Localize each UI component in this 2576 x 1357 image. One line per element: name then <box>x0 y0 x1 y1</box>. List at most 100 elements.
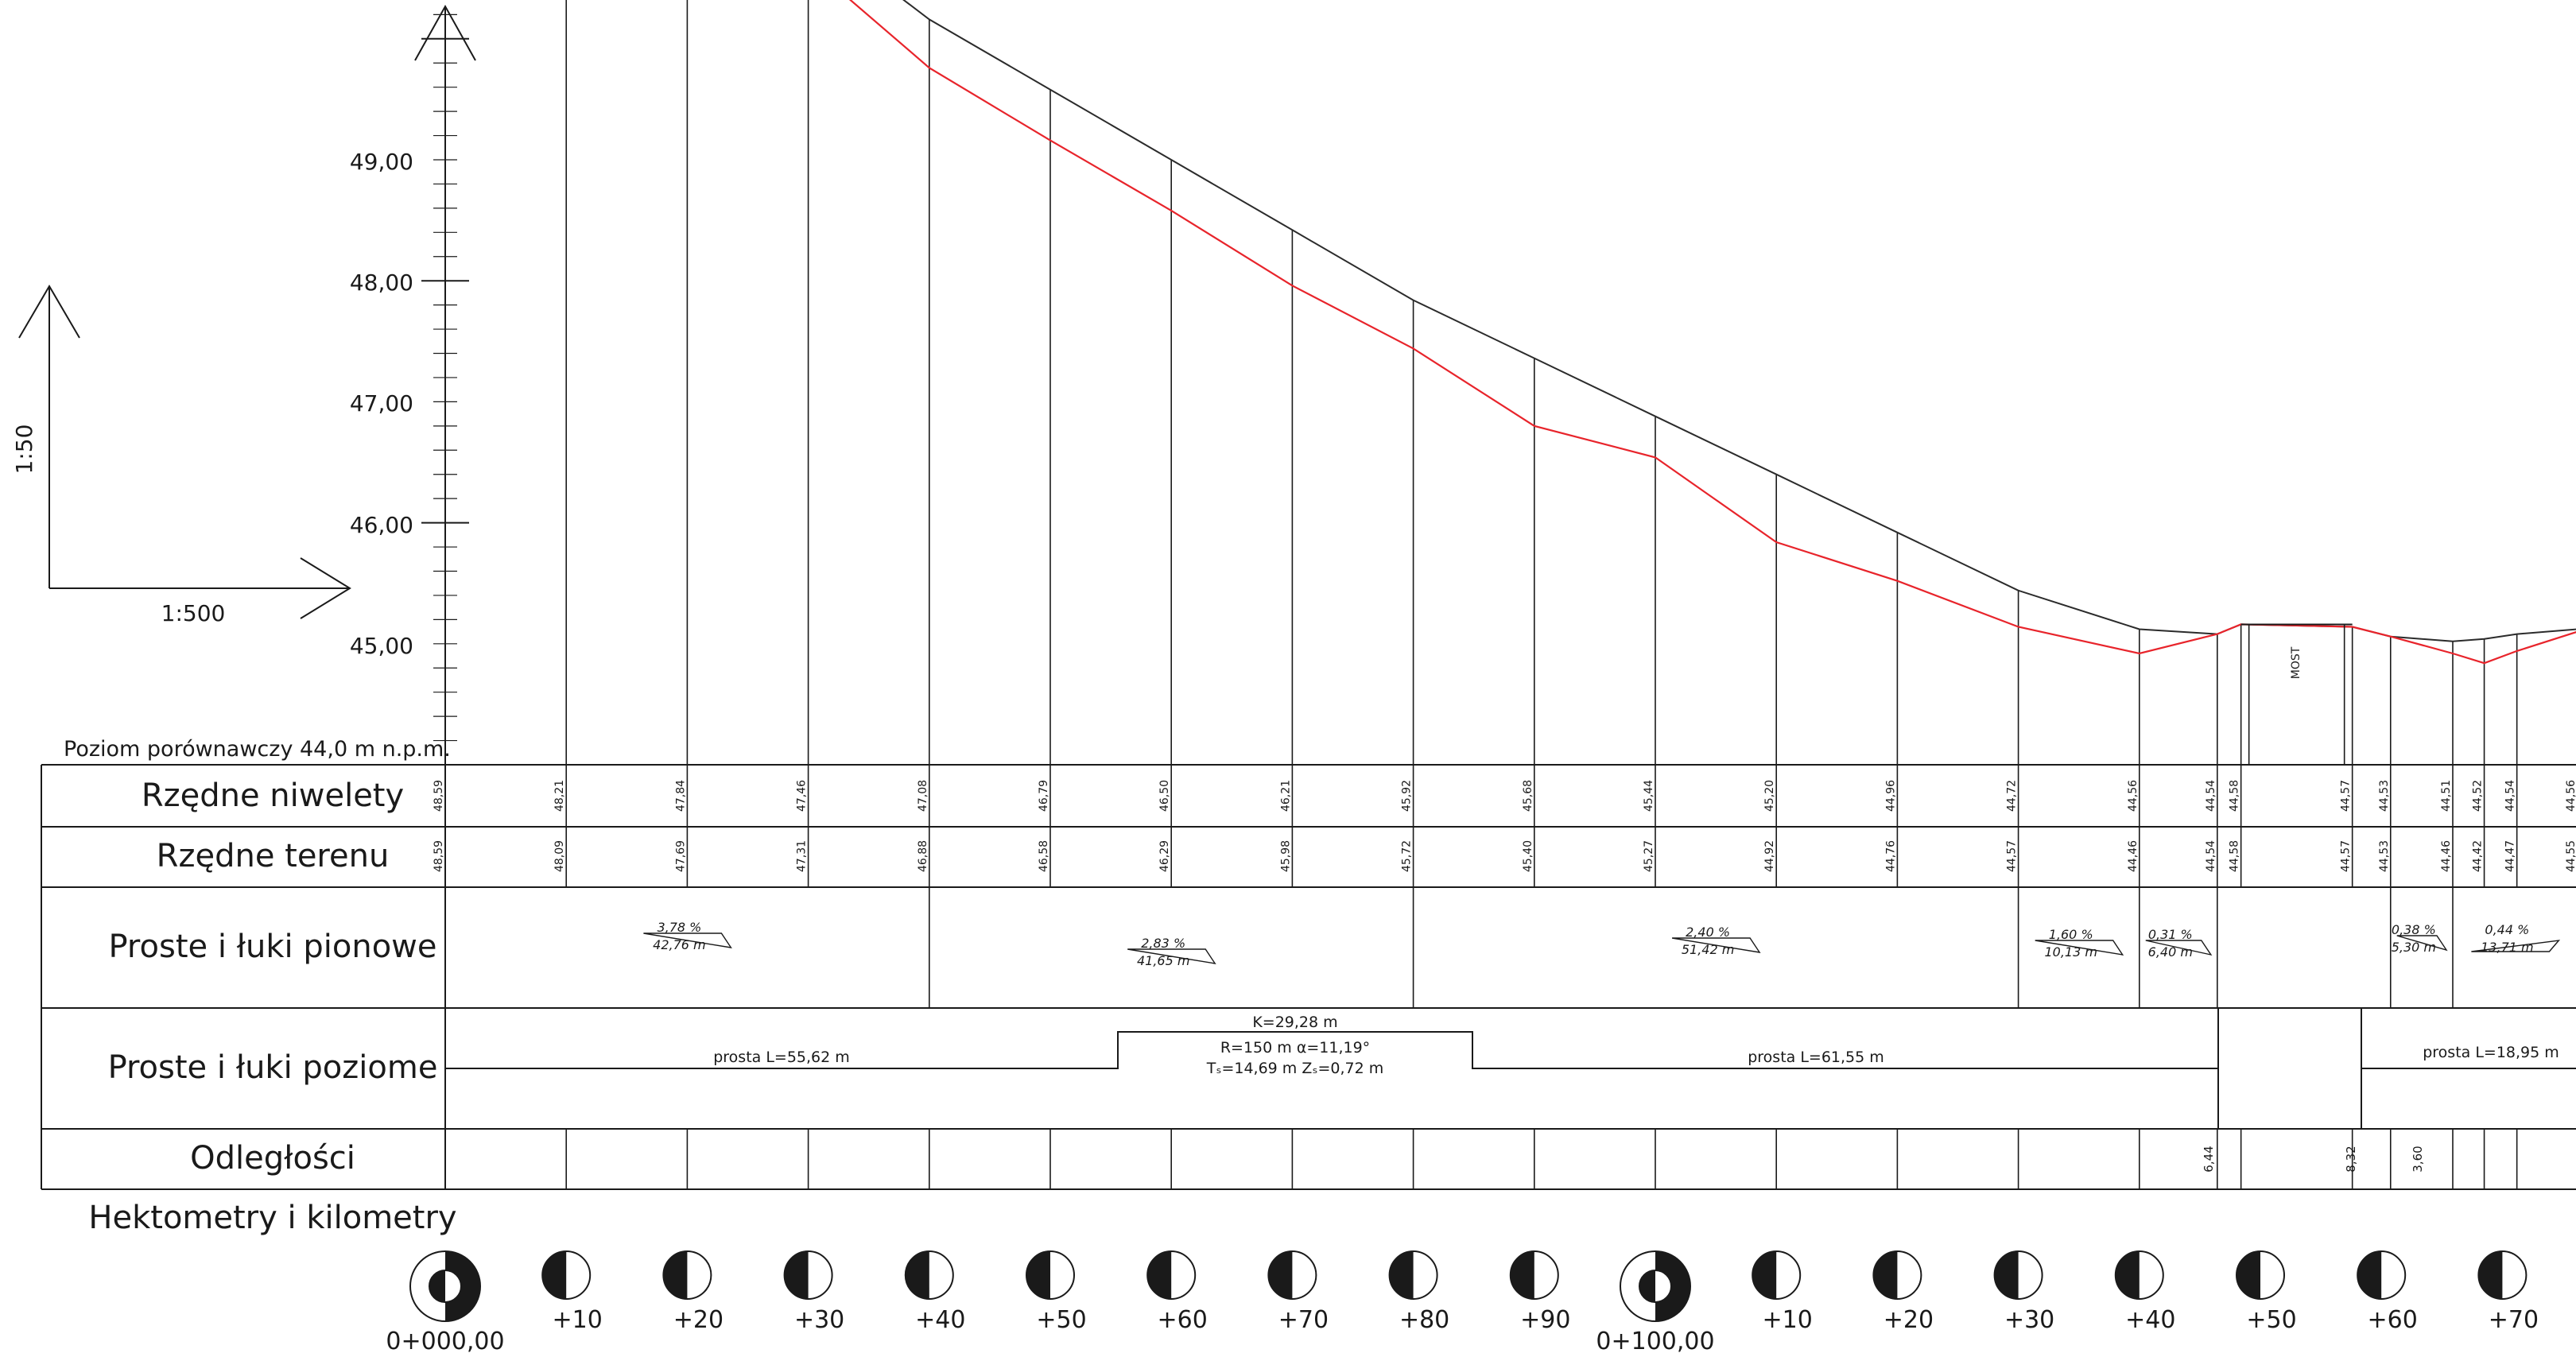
hectometer-label: +60 <box>2368 1306 2418 1334</box>
hectometer-label: +90 <box>1520 1306 1570 1334</box>
row-header-niwelety: Rzędne niwelety <box>142 777 404 814</box>
hectometer-label: +50 <box>1036 1306 1086 1334</box>
grade-arrow <box>2471 940 2561 952</box>
hectometer-marker: +80 <box>1388 1250 1449 1334</box>
elevation-label: 46,79 <box>1038 780 1050 812</box>
elevation-label: 44,72 <box>2006 780 2019 812</box>
elevation-label: 48,59 <box>433 840 445 872</box>
horizontal-scale-label: 1:500 <box>161 600 226 626</box>
hectometer-label: +30 <box>794 1306 844 1334</box>
elevation-label: 46,50 <box>1158 780 1171 812</box>
straight-2-label: prosta L=61,55 m <box>1748 1049 1884 1066</box>
marker-fill <box>2357 1251 2382 1299</box>
teren-values: 48,59 48,09 47,69 47,31 46,88 46,58 46,29 45,98… <box>433 840 2576 872</box>
elevation-label: 46,58 <box>1038 840 1050 872</box>
elevation-label: 45,72 <box>1401 840 1414 872</box>
niweleta-values: 48,59 48,21 47,84 47,46 47,08 46,79 46,50 46,21… <box>433 780 2576 812</box>
row-header-pionowe: Proste i łuki pionowe <box>109 929 437 965</box>
hectometer-label: +20 <box>1884 1306 1934 1334</box>
grade-arrow <box>2035 940 2124 956</box>
profile-lines <box>848 0 2576 665</box>
elevation-label: 47,46 <box>796 780 809 812</box>
row-header-teren: Rzędne terenu <box>157 838 390 874</box>
hectometer-label: +40 <box>2125 1306 2175 1334</box>
hectometer-marker: +20 <box>662 1250 724 1334</box>
hectometer-marker: +50 <box>1026 1250 1087 1334</box>
elevation-label: 44,54 <box>2504 780 2517 812</box>
marker-fill <box>1752 1251 1777 1299</box>
bridge-marker <box>2240 623 2353 765</box>
hectometer-marker: +70 <box>1267 1250 1329 1334</box>
marker-fill <box>1510 1251 1534 1299</box>
hectometer-marker: +40 <box>2114 1250 2175 1334</box>
grade-arrow <box>1127 948 1216 964</box>
y-tick-label-49: 49,00 <box>350 149 413 175</box>
straight-1-label: prosta L=55,62 m <box>713 1049 850 1066</box>
marker-fill <box>1389 1251 1414 1299</box>
distance-label-3: 3,60 <box>2411 1146 2425 1172</box>
grade-percent: 2,40 % <box>1686 925 1730 940</box>
y-tick-label-47: 47,00 <box>350 390 413 417</box>
elevation-label: 44,54 <box>2205 840 2217 872</box>
marker-fill <box>1268 1251 1293 1299</box>
elevation-label: 44,55 <box>2565 840 2576 872</box>
elevation-label: 45,20 <box>1763 780 1776 812</box>
horizontal-alignment-line <box>445 1031 2218 1069</box>
straight-3-label: prosta L=18,95 m <box>2423 1044 2559 1061</box>
elevation-label: 44,42 <box>2472 840 2485 872</box>
y-tick-label-45: 45,00 <box>350 633 413 659</box>
y-tick-label-48: 48,00 <box>350 269 413 296</box>
elevation-label: 45,44 <box>1643 780 1655 812</box>
elevation-label: 46,21 <box>1279 780 1292 812</box>
grade-marker: 3,78 % 42,76 m <box>643 920 732 952</box>
elevation-label: 46,29 <box>1158 840 1171 872</box>
distances-row: 6,44 8,32 3,60 <box>2202 1146 2425 1172</box>
grade-marker: 2,40 % 51,42 m <box>1671 925 1761 957</box>
grade-arrow <box>2396 935 2448 952</box>
scale-indicator <box>18 285 351 619</box>
elevation-label: 46,88 <box>917 840 929 872</box>
elevation-label: 44,51 <box>2440 780 2453 812</box>
grade-percent: 1,60 % <box>2049 927 2093 942</box>
elevation-label: 44,57 <box>2340 780 2353 812</box>
marker-inner-fill <box>1639 1270 1655 1302</box>
y-tick-label-46: 46,00 <box>350 512 413 538</box>
hectometer-label: +80 <box>1399 1306 1449 1334</box>
elevation-label: 45,27 <box>1643 840 1655 872</box>
elevation-axis-minor-ticks <box>421 14 469 766</box>
hectometer-label: +40 <box>915 1306 965 1334</box>
elevation-label: 44,92 <box>1763 840 1776 872</box>
grade-percent: 0,31 % <box>2148 927 2193 942</box>
teren-line <box>848 0 2576 665</box>
hectometer-marker: +90 <box>1509 1250 1570 1334</box>
elevation-label: 48,21 <box>553 780 566 812</box>
elevation-label: 44,57 <box>2006 840 2019 872</box>
grade-length: 10,13 m <box>2044 944 2097 960</box>
elevation-label: 44,53 <box>2378 840 2391 872</box>
row-header-odleglosci: Odległości <box>190 1140 355 1177</box>
bridge-label: MOST <box>2290 646 2302 679</box>
kilometer-marker: 0+100,00 <box>1596 1250 1715 1355</box>
grade-marker: 0,38 % 5,30 m <box>2392 922 2448 955</box>
marker-fill <box>905 1251 929 1299</box>
hectometer-label: +50 <box>2246 1306 2296 1334</box>
grade-marker: 1,60 % 10,13 m <box>2035 927 2124 960</box>
elevation-label: 48,59 <box>433 780 445 812</box>
hectometer-label: 0+100,00 <box>1596 1328 1714 1355</box>
marker-fill <box>445 1251 480 1321</box>
hectometer-label: +70 <box>2489 1306 2539 1334</box>
grade-arrow <box>2145 940 2213 956</box>
marker-fill <box>2115 1251 2140 1299</box>
elevation-label: 47,08 <box>917 780 929 812</box>
row-header-hektometry: Hektometry i kilometry <box>88 1200 456 1236</box>
grade-percent: 3,78 % <box>657 920 701 935</box>
elevation-label: 45,40 <box>1522 840 1534 872</box>
hectometer-label: +60 <box>1158 1306 1208 1334</box>
grade-length: 41,65 m <box>1137 953 1189 968</box>
datum-label: Poziom porównawczy 44,0 m n.p.m. <box>64 737 451 762</box>
elevation-label: 47,69 <box>674 840 687 872</box>
vertical-scale-arrowhead <box>18 285 80 339</box>
hectometer-label: +70 <box>1278 1306 1329 1334</box>
marker-fill <box>1873 1251 1898 1299</box>
